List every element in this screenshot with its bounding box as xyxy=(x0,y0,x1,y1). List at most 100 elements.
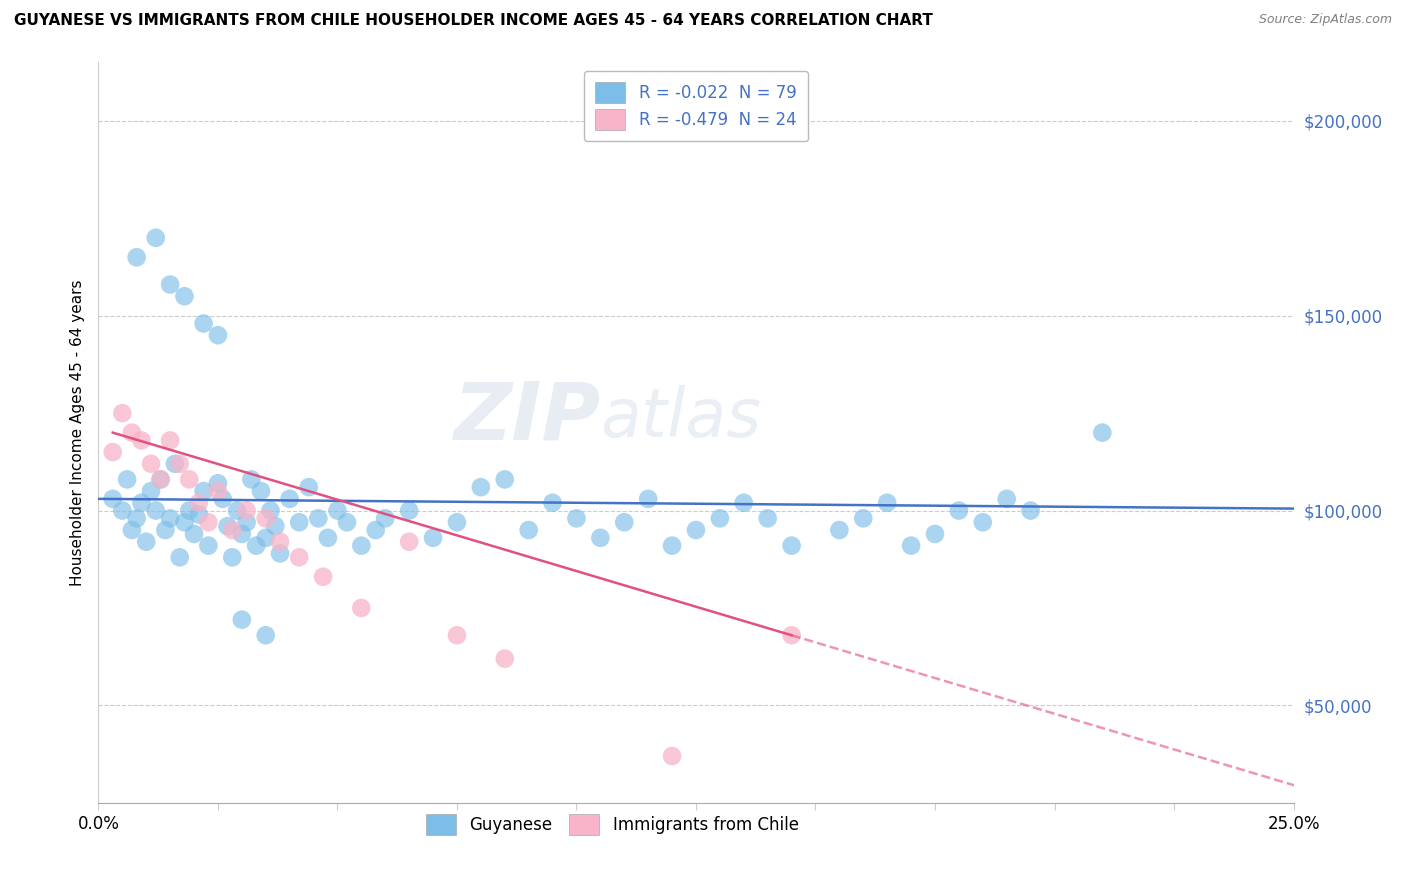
Point xyxy=(231,613,253,627)
Point xyxy=(131,434,153,448)
Point xyxy=(398,534,420,549)
Point xyxy=(169,457,191,471)
Point xyxy=(125,250,148,264)
Point xyxy=(733,496,755,510)
Point xyxy=(197,539,219,553)
Point xyxy=(876,496,898,510)
Text: GUYANESE VS IMMIGRANTS FROM CHILE HOUSEHOLDER INCOME AGES 45 - 64 YEARS CORRELAT: GUYANESE VS IMMIGRANTS FROM CHILE HOUSEH… xyxy=(14,13,934,29)
Legend: Guyanese, Immigrants from Chile: Guyanese, Immigrants from Chile xyxy=(415,803,810,847)
Point xyxy=(589,531,612,545)
Point xyxy=(972,515,994,529)
Point xyxy=(139,457,162,471)
Point xyxy=(661,539,683,553)
Point xyxy=(269,534,291,549)
Point xyxy=(398,503,420,517)
Point xyxy=(1019,503,1042,517)
Text: atlas: atlas xyxy=(600,384,762,450)
Point xyxy=(264,519,287,533)
Point xyxy=(709,511,731,525)
Point xyxy=(288,550,311,565)
Point xyxy=(494,472,516,486)
Point xyxy=(211,491,233,506)
Text: Source: ZipAtlas.com: Source: ZipAtlas.com xyxy=(1258,13,1392,27)
Point xyxy=(364,523,387,537)
Point xyxy=(155,523,177,537)
Point xyxy=(336,515,359,529)
Point xyxy=(121,523,143,537)
Point xyxy=(115,472,138,486)
Point xyxy=(235,515,257,529)
Point xyxy=(613,515,636,529)
Point xyxy=(245,539,267,553)
Point xyxy=(278,491,301,506)
Point xyxy=(197,515,219,529)
Point xyxy=(221,550,243,565)
Point xyxy=(163,457,186,471)
Point xyxy=(637,491,659,506)
Point xyxy=(307,511,329,525)
Point xyxy=(517,523,540,537)
Point xyxy=(422,531,444,545)
Point xyxy=(828,523,851,537)
Point xyxy=(250,484,273,499)
Point xyxy=(924,527,946,541)
Point xyxy=(101,491,124,506)
Point xyxy=(240,472,263,486)
Point xyxy=(374,511,396,525)
Point xyxy=(101,445,124,459)
Point xyxy=(852,511,875,525)
Point xyxy=(995,491,1018,506)
Point xyxy=(193,317,215,331)
Point xyxy=(187,496,209,510)
Text: ZIP: ZIP xyxy=(453,379,600,457)
Point xyxy=(159,511,181,525)
Point xyxy=(183,527,205,541)
Point xyxy=(207,328,229,343)
Point xyxy=(159,277,181,292)
Point xyxy=(169,550,191,565)
Point xyxy=(125,511,148,525)
Point xyxy=(235,503,257,517)
Point xyxy=(226,503,249,517)
Point xyxy=(145,231,167,245)
Point xyxy=(111,503,134,517)
Y-axis label: Householder Income Ages 45 - 64 years: Householder Income Ages 45 - 64 years xyxy=(69,279,84,586)
Point xyxy=(470,480,492,494)
Point xyxy=(312,570,335,584)
Point xyxy=(139,484,162,499)
Point xyxy=(193,484,215,499)
Point xyxy=(149,472,172,486)
Point xyxy=(446,628,468,642)
Point xyxy=(685,523,707,537)
Point xyxy=(269,546,291,560)
Point xyxy=(254,628,277,642)
Point xyxy=(288,515,311,529)
Point xyxy=(780,628,803,642)
Point xyxy=(111,406,134,420)
Point xyxy=(948,503,970,517)
Point xyxy=(121,425,143,440)
Point xyxy=(254,531,277,545)
Point xyxy=(149,472,172,486)
Point xyxy=(173,515,195,529)
Point xyxy=(259,503,281,517)
Point xyxy=(221,523,243,537)
Point xyxy=(780,539,803,553)
Point xyxy=(207,484,229,499)
Point xyxy=(1091,425,1114,440)
Point xyxy=(159,434,181,448)
Point xyxy=(179,503,201,517)
Point xyxy=(316,531,339,545)
Point xyxy=(179,472,201,486)
Point xyxy=(350,601,373,615)
Point xyxy=(217,519,239,533)
Point xyxy=(541,496,564,510)
Point xyxy=(173,289,195,303)
Point xyxy=(207,476,229,491)
Point xyxy=(756,511,779,525)
Point xyxy=(350,539,373,553)
Point xyxy=(254,511,277,525)
Point xyxy=(900,539,922,553)
Point xyxy=(565,511,588,525)
Point xyxy=(494,651,516,665)
